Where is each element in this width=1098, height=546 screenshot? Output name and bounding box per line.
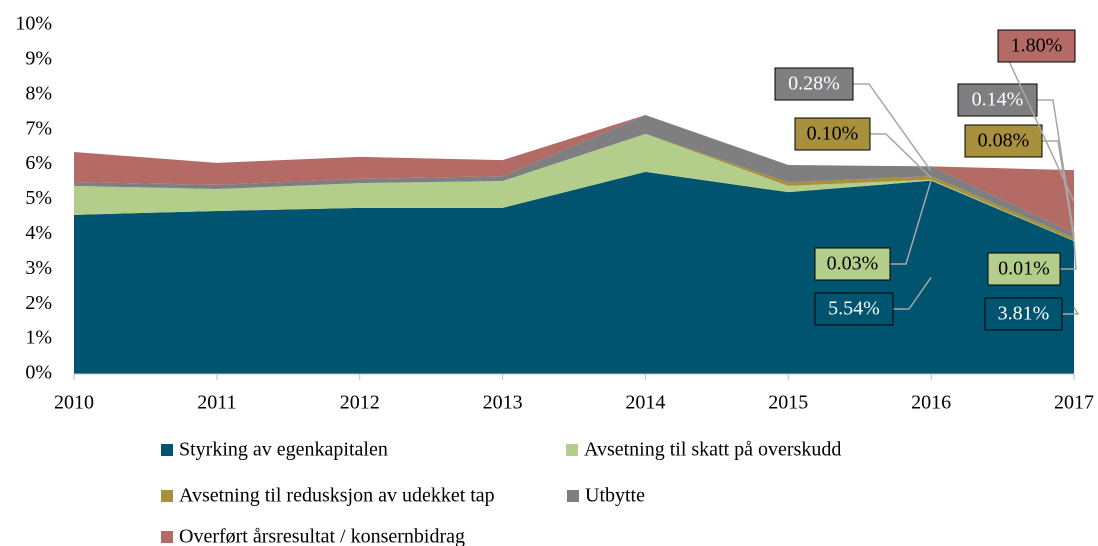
y-tick-label: 9% bbox=[25, 47, 52, 69]
leader-line bbox=[1037, 99, 1075, 236]
x-tick-label: 2016 bbox=[911, 392, 951, 414]
y-tick-label: 1% bbox=[25, 327, 52, 349]
y-tick-label: 8% bbox=[25, 82, 52, 104]
value-label-box bbox=[814, 292, 894, 326]
area bbox=[74, 115, 1074, 234]
legend-label: Avsetning til skatt på overskudd bbox=[584, 439, 841, 461]
leader-line bbox=[893, 276, 932, 310]
value-label: 0.28% bbox=[788, 73, 840, 95]
value-label-box bbox=[984, 297, 1063, 331]
x-tick-label: 2014 bbox=[625, 392, 665, 414]
value-label-box bbox=[957, 83, 1038, 117]
x-tick-label: 2012 bbox=[340, 392, 380, 414]
legend-swatch bbox=[161, 490, 173, 502]
value-label: 0.10% bbox=[807, 123, 859, 145]
value-label-box bbox=[997, 29, 1076, 63]
y-tick-label: 6% bbox=[25, 152, 52, 174]
leader-line bbox=[890, 179, 932, 265]
value-label: 0.03% bbox=[827, 253, 879, 275]
legend-swatch bbox=[567, 490, 579, 502]
leader-line bbox=[870, 133, 932, 179]
x-tick-label: 2011 bbox=[197, 392, 236, 414]
legend-swatch bbox=[161, 531, 173, 543]
leader-line bbox=[1042, 140, 1075, 240]
leader-line bbox=[1060, 240, 1077, 270]
legend-swatch bbox=[566, 444, 578, 456]
value-label-box bbox=[964, 124, 1043, 158]
x-tick-label: 2013 bbox=[483, 392, 523, 414]
value-label-box bbox=[774, 67, 854, 101]
value-label: 0.08% bbox=[978, 130, 1030, 152]
value-label: 1.80% bbox=[1011, 35, 1063, 57]
value-label: 0.14% bbox=[972, 89, 1024, 111]
y-tick-label: 5% bbox=[25, 187, 52, 209]
y-tick-label: 7% bbox=[25, 117, 52, 139]
y-tick-label: 10% bbox=[15, 13, 52, 35]
x-tick-label: 2015 bbox=[768, 392, 808, 414]
value-label: 5.54% bbox=[828, 298, 880, 320]
y-tick-label: 0% bbox=[25, 362, 52, 384]
leader-line bbox=[1062, 307, 1080, 315]
legend-label: Overført årsresultat / konsernbidrag bbox=[179, 526, 465, 546]
y-tick-label: 3% bbox=[25, 257, 52, 279]
legend-label: Styrking av egenkapitalen bbox=[179, 439, 388, 461]
legend-label: Avsetning til redusksjon av udekket tap bbox=[179, 485, 495, 507]
value-label-box bbox=[987, 252, 1061, 286]
value-label: 0.01% bbox=[998, 258, 1050, 280]
value-label-box bbox=[794, 117, 871, 151]
value-label-box bbox=[814, 247, 891, 281]
x-tick-label: 2017 bbox=[1054, 392, 1094, 414]
value-label: 3.81% bbox=[998, 303, 1050, 325]
y-tick-label: 4% bbox=[25, 222, 52, 244]
legend-swatch bbox=[161, 444, 173, 456]
area bbox=[74, 115, 1074, 238]
leader-line bbox=[853, 83, 932, 172]
x-tick-label: 2010 bbox=[54, 392, 94, 414]
legend-label: Utbytte bbox=[585, 485, 645, 507]
y-tick-label: 2% bbox=[25, 292, 52, 314]
area bbox=[74, 133, 1074, 242]
